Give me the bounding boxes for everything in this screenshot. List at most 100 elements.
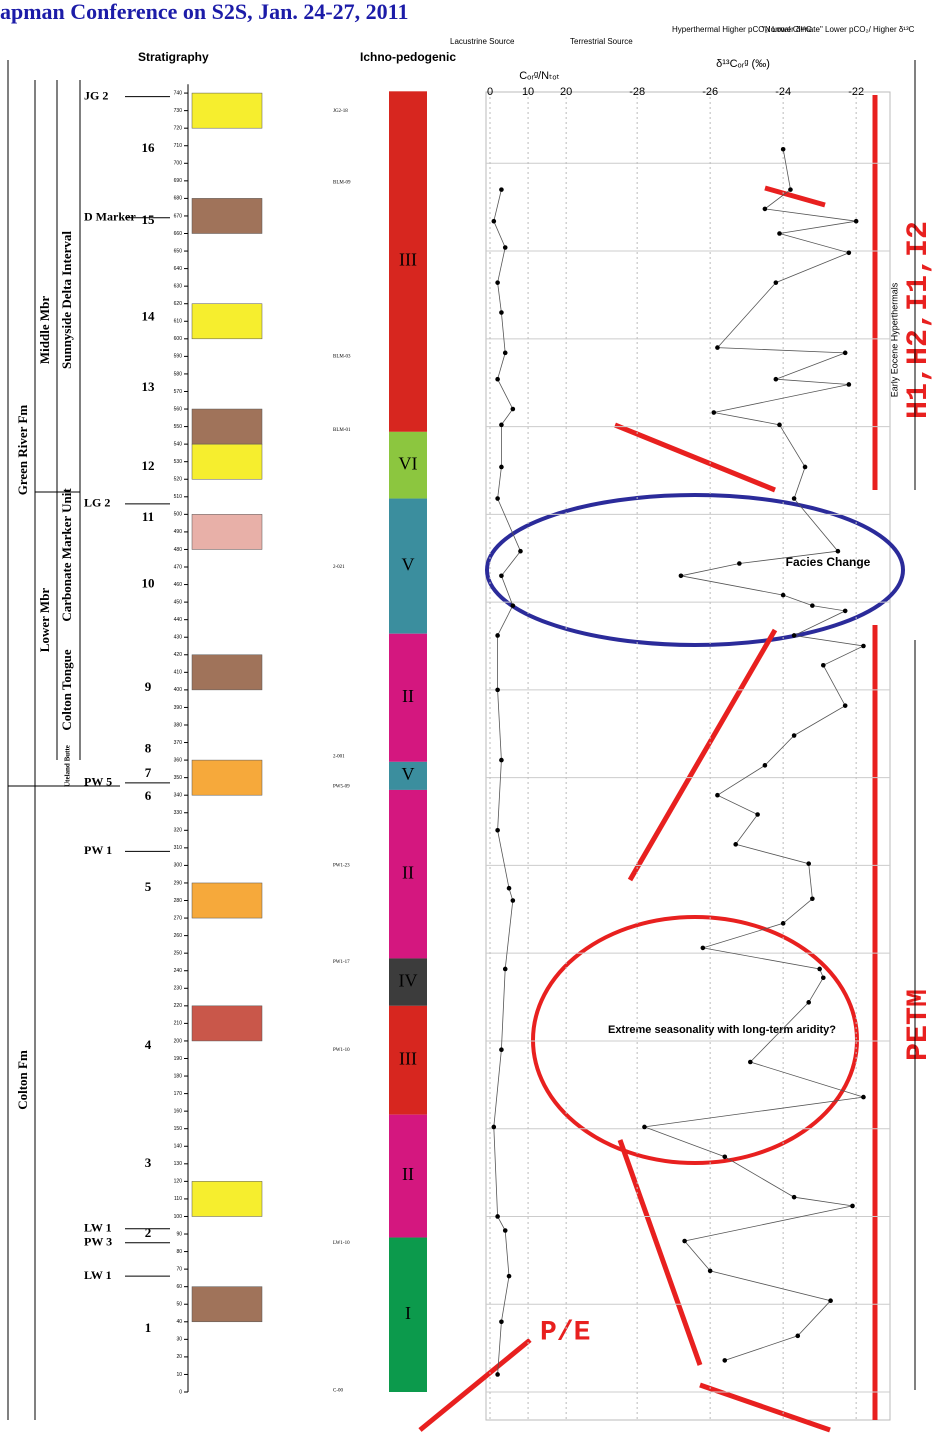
zone-label: II [402,862,414,882]
point [715,793,720,798]
point [821,975,826,980]
point [836,549,841,554]
depth-label: 530 [174,459,183,465]
depth-label: 140 [174,1144,183,1150]
sample-label: PW1-17 [333,960,350,965]
unit-label: 3 [145,1155,152,1170]
point [722,1358,727,1363]
seasonality-ellipse [533,917,857,1163]
depth-label: 200 [174,1038,183,1044]
member: Middle Mbr [37,296,52,364]
point [810,603,815,608]
point [755,812,760,817]
depth-label: 570 [174,389,183,395]
point [495,496,500,501]
depth-label: 440 [174,617,183,623]
point [792,496,797,501]
point [701,946,706,951]
column-header: Terrestrial Source [570,37,633,46]
point [495,828,500,833]
annotation: Facies Change [786,555,871,569]
point [795,1334,800,1339]
depth-label: 130 [174,1161,183,1167]
depth-label: 320 [174,828,183,834]
unit-label: 9 [145,679,152,694]
depth-label: 310 [174,845,183,851]
depth-label: 240 [174,968,183,974]
depth-label: 490 [174,529,183,535]
point [492,1125,497,1130]
unit-label: 1 [145,1320,152,1335]
depth-label: 0 [179,1389,182,1395]
depth-label: 300 [174,863,183,869]
point [495,688,500,693]
depth-label: 290 [174,880,183,886]
depth-label: 690 [174,178,183,184]
point [499,1047,504,1052]
lithology [192,409,262,444]
point [511,898,516,903]
point [507,1274,512,1279]
point [792,733,797,738]
depth-label: 120 [174,1179,183,1185]
depth-label: 40 [176,1319,182,1325]
lithology [192,1181,262,1216]
lithology [192,304,262,339]
sample-label: LW1-10 [333,1241,350,1246]
formation: Green River Fm [15,405,30,496]
x-tick-label: -24 [775,86,791,98]
point [495,280,500,285]
unit-label: 5 [145,879,152,894]
series-line [494,190,521,1375]
depth-label: 100 [174,1214,183,1220]
lithology [192,655,262,690]
column-header: "Normal Climate" Lower pCO₂/ Higher δ¹³C [762,25,915,34]
depth-label: 700 [174,161,183,167]
point [495,1372,500,1377]
unit-label: 15 [142,212,156,227]
point [847,251,852,256]
depth-label: 90 [176,1231,182,1237]
x-tick-label: 0 [487,86,493,98]
point [507,886,512,891]
figure: apman Conference on S2S, Jan. 24-27, 201… [0,0,943,1434]
lithology [192,883,262,918]
point [777,423,782,428]
point [499,310,504,315]
column-header: Ichno-pedogenic [360,50,456,64]
interval: Colton Tongue [59,649,74,731]
marker-label: PW 1 [84,843,112,857]
point [781,593,786,598]
point [712,410,717,415]
depth-label: 340 [174,793,183,799]
facies-ellipse [487,495,903,645]
series-line [645,149,864,1360]
point [503,351,508,356]
point [774,377,779,382]
point [495,1214,500,1219]
point [499,187,504,192]
depth-label: 460 [174,582,183,588]
x-tick-label: 10 [522,86,534,98]
interval: Carbonate Marker Unit [59,488,74,622]
point [499,465,504,470]
point [861,1095,866,1100]
point [792,1195,797,1200]
unit-label: 4 [145,1037,152,1052]
depth-label: 510 [174,494,183,500]
depth-label: 680 [174,196,183,202]
point [722,1154,727,1159]
marker-label: LG 2 [84,496,110,510]
point [763,207,768,212]
zone-label: II [402,686,414,706]
depth-label: 520 [174,477,183,483]
point [748,1060,753,1065]
formation: Colton Fm [15,1050,30,1110]
sample-label: 2-001 [333,755,345,760]
x-tick-label: 20 [560,86,572,98]
depth-label: 370 [174,740,183,746]
point [679,573,684,578]
point [843,609,848,614]
depth-label: 230 [174,986,183,992]
unit-label: 12 [142,458,155,473]
